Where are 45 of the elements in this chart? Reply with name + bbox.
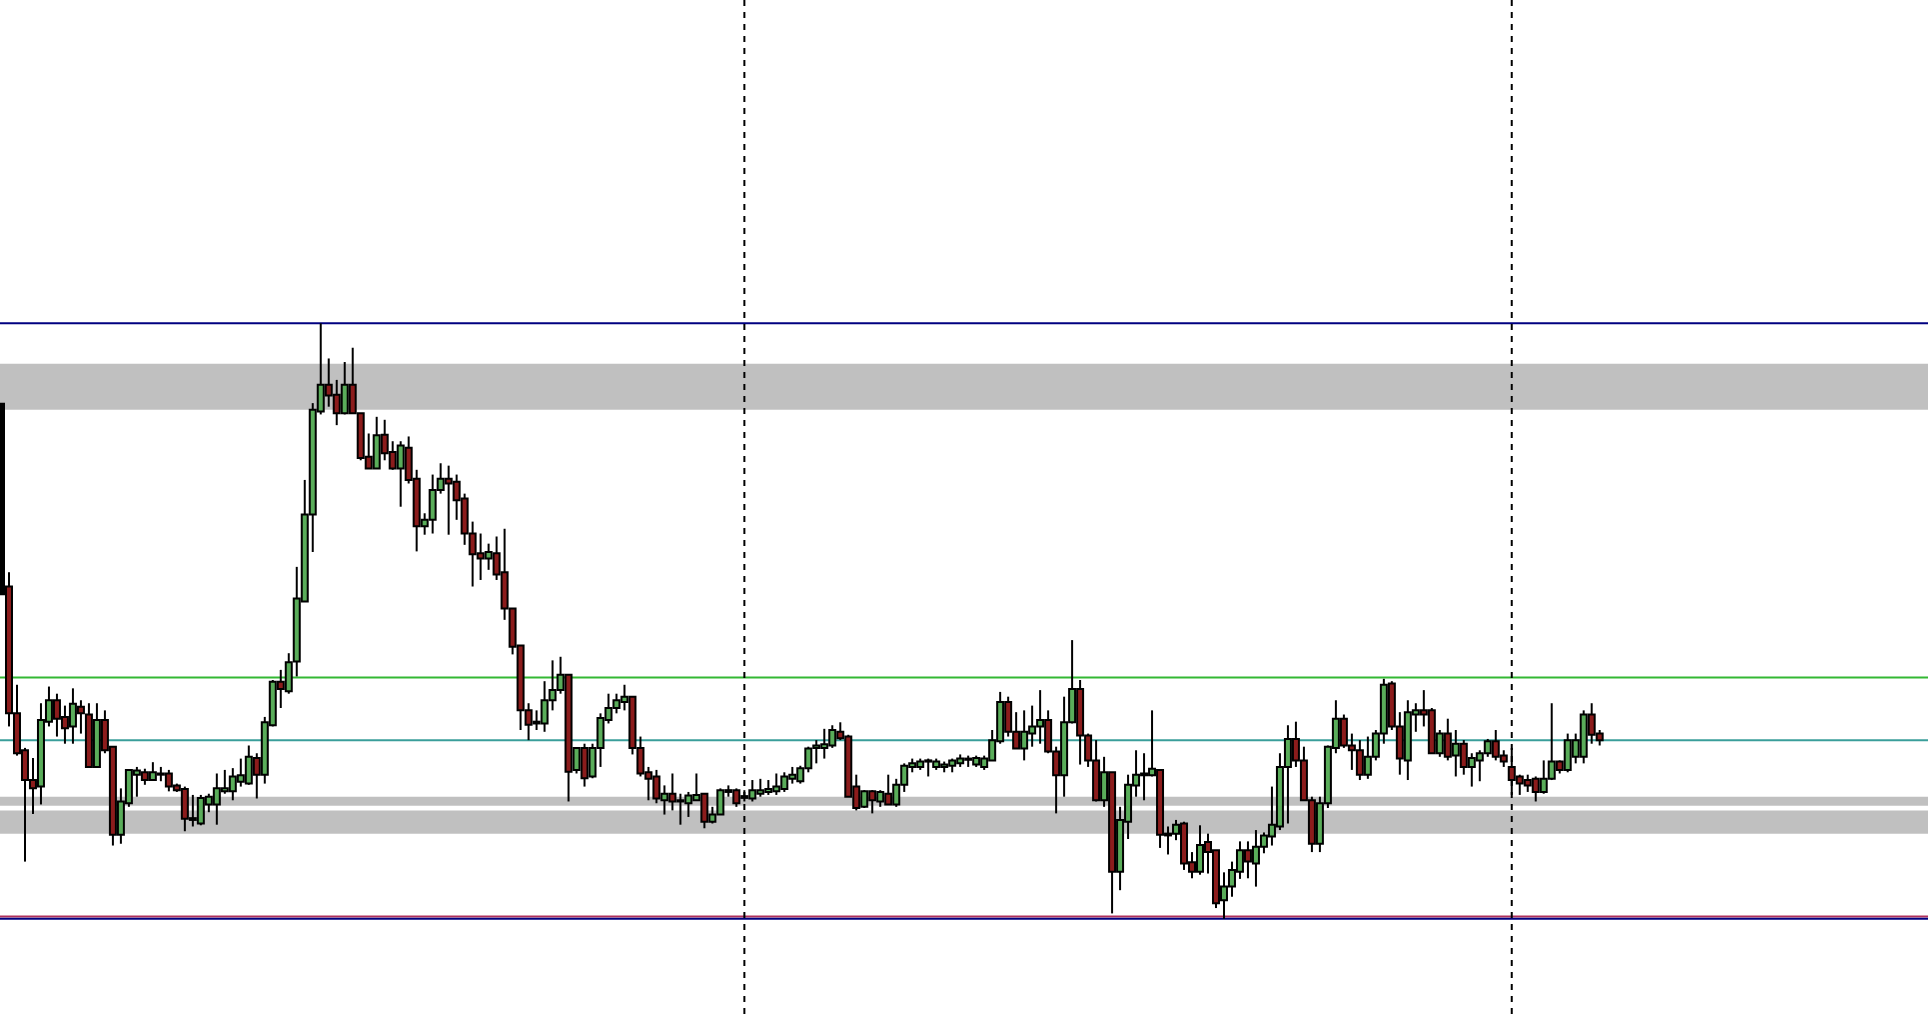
candlestick — [684, 790, 693, 818]
candlestick — [92, 702, 101, 768]
candlestick — [1076, 679, 1085, 766]
candlestick — [1451, 729, 1460, 778]
candlestick — [1283, 724, 1292, 825]
candlestick — [580, 742, 589, 788]
candlestick — [1579, 709, 1588, 765]
candlestick — [1539, 759, 1548, 795]
candlestick — [188, 793, 197, 828]
candlestick — [1563, 732, 1572, 774]
candlestick — [1355, 739, 1364, 782]
candlestick — [884, 773, 893, 806]
candlestick — [772, 772, 781, 796]
candlestick — [716, 787, 725, 816]
candlestick — [1140, 752, 1149, 802]
candlestick — [748, 779, 757, 803]
candlestick — [1243, 840, 1252, 880]
candlestick — [1491, 729, 1500, 762]
candlestick — [180, 785, 189, 833]
candlestick — [68, 687, 77, 745]
candlestick — [52, 692, 61, 738]
candlestick — [732, 787, 741, 808]
candlestick — [228, 767, 237, 802]
candlestick — [676, 792, 685, 826]
candlestick — [612, 692, 621, 715]
candlestick — [196, 793, 205, 827]
candlestick — [1180, 820, 1189, 871]
candlestick — [1092, 739, 1101, 803]
candlestick — [1251, 829, 1260, 888]
candlestick — [1531, 775, 1540, 803]
candlestick — [396, 440, 405, 508]
candlestick — [212, 772, 221, 826]
candlestick — [164, 768, 173, 793]
candlestick — [372, 415, 381, 470]
candlestick — [1196, 824, 1204, 876]
candlestick — [1020, 709, 1029, 762]
candlestick — [444, 464, 453, 536]
candlestick — [1036, 689, 1045, 745]
candlestick — [1363, 735, 1372, 780]
candlestick — [132, 765, 141, 798]
candlestick — [820, 727, 829, 760]
candlestick — [868, 789, 877, 815]
candlestick — [380, 418, 389, 462]
candlestick — [780, 771, 789, 793]
candlestick — [812, 739, 821, 765]
